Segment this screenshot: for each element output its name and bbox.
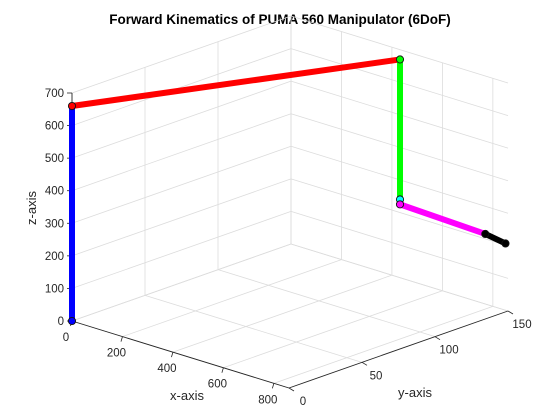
grid-line: [71, 80, 292, 159]
grid-line: [71, 145, 292, 224]
x-tick-label: 600: [208, 379, 227, 391]
grid-line: [71, 243, 292, 322]
grid-line: [144, 294, 363, 363]
axis-ticks: 0 200 400 600 800 0 50 100 150 0 100 200 300 400 500 60…: [45, 88, 532, 408]
grid-line: [290, 15, 509, 84]
x-axis-label: x-axis: [170, 388, 204, 403]
grid-line: [290, 178, 509, 247]
grid-line: [71, 48, 292, 126]
z-tick-label: 600: [45, 121, 64, 133]
joint-marker: [67, 101, 77, 111]
joint-marker: [395, 200, 405, 209]
x-tick-label: 800: [258, 394, 277, 406]
grid-line: [71, 178, 292, 257]
y-tick-label: 150: [512, 319, 531, 331]
x-tick-mark: [221, 367, 224, 373]
grid-line: [290, 243, 509, 312]
grid-line: [71, 113, 292, 192]
robot-links: [69, 56, 509, 324]
z-tick-label: 400: [45, 186, 64, 198]
x-tick-mark: [271, 383, 275, 389]
y-tick-label: 0: [300, 396, 306, 408]
grid-line: [223, 290, 443, 369]
y-axis-line: [288, 310, 509, 389]
z-tick-label: 700: [45, 88, 64, 100]
grid-line: [273, 305, 493, 384]
robot-joints: [67, 55, 510, 326]
grid-layer: [71, 15, 509, 389]
x-tick-label: 400: [157, 363, 176, 375]
grid-line: [71, 211, 292, 289]
x-tick-mark: [171, 352, 174, 358]
grid-line: [172, 274, 393, 353]
z-tick-label: 300: [45, 218, 64, 230]
y-axis-label: y-axis: [398, 385, 432, 400]
joint-marker: [481, 229, 490, 239]
x-tick-mark: [120, 336, 123, 342]
z-tick-label: 200: [45, 251, 64, 263]
grid-line: [122, 259, 342, 337]
y-tick-label: 100: [439, 345, 458, 357]
x-axis-line: [71, 320, 290, 389]
robot-link: [69, 56, 404, 110]
z-tick-label: 500: [45, 153, 64, 165]
joint-marker: [501, 239, 510, 248]
x-tick-label: 200: [107, 348, 126, 360]
joint-marker: [67, 316, 77, 326]
z-tick-label: 0: [58, 316, 64, 328]
y-tick-mark: [361, 361, 368, 366]
z-axis-label: z-axis: [24, 191, 39, 225]
z-tick-label: 100: [45, 283, 64, 295]
x-tick-label: 0: [63, 332, 69, 344]
grid-line: [290, 211, 509, 279]
grid-line: [71, 15, 292, 94]
grid-line: [217, 269, 436, 338]
robot-link: [397, 201, 489, 237]
y-tick-mark: [507, 310, 514, 315]
y-tick-mark: [288, 387, 295, 392]
joint-marker: [395, 55, 405, 64]
y-tick-label: 50: [370, 370, 383, 382]
y-tick-mark: [434, 336, 441, 341]
